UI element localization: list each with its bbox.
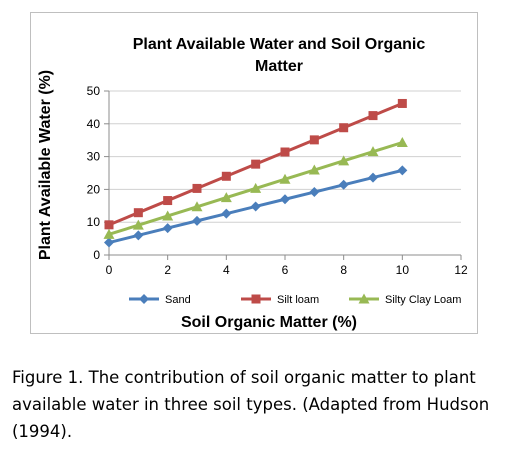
data-point-silty-clay-loam bbox=[396, 136, 408, 147]
data-point-silty-clay-loam bbox=[132, 219, 144, 230]
data-point-sand bbox=[397, 165, 408, 176]
data-point-silt-loam bbox=[280, 147, 290, 157]
x-axis-title: Soil Organic Matter (%) bbox=[181, 314, 357, 331]
data-point-silt-loam bbox=[133, 208, 143, 218]
data-point-sand bbox=[338, 179, 349, 190]
data-point-silt-loam bbox=[192, 183, 202, 193]
data-point-silt-loam bbox=[339, 123, 349, 133]
data-point-silty-clay-loam bbox=[279, 173, 291, 184]
x-tick-label: 2 bbox=[164, 263, 171, 277]
x-tick-label: 0 bbox=[106, 263, 113, 277]
legend-label-silty-clay-loam: Silty Clay Loam bbox=[385, 294, 461, 306]
legend-marker-silt-loam bbox=[251, 294, 261, 304]
data-point-sand bbox=[250, 201, 261, 212]
data-point-silty-clay-loam bbox=[220, 192, 232, 203]
y-tick-label: 10 bbox=[87, 215, 101, 229]
data-point-sand bbox=[309, 187, 320, 198]
data-point-sand bbox=[368, 172, 378, 183]
y-axis-title: Plant Available Water (%) bbox=[37, 70, 54, 260]
data-point-sand bbox=[162, 223, 173, 234]
x-tick-label: 12 bbox=[454, 263, 468, 277]
data-point-silt-loam bbox=[104, 220, 114, 230]
x-tick-label: 4 bbox=[223, 263, 230, 277]
y-tick-label: 40 bbox=[87, 117, 101, 131]
data-point-silt-loam bbox=[368, 111, 378, 121]
data-point-silty-clay-loam bbox=[308, 164, 320, 175]
data-point-silty-clay-loam bbox=[103, 228, 115, 239]
chart-title-line: Plant Available Water and Soil Organic bbox=[133, 36, 426, 53]
y-tick-label: 20 bbox=[87, 182, 101, 196]
x-tick-label: 8 bbox=[340, 263, 347, 277]
figure-caption: Figure 1. The contribution of soil organ… bbox=[12, 368, 490, 441]
chart-svg: Plant Available Water and Soil Organic Ma… bbox=[37, 36, 468, 331]
chart-title-line: Matter bbox=[255, 58, 303, 75]
y-tick-label: 0 bbox=[93, 248, 100, 262]
data-point-silt-loam bbox=[309, 135, 319, 145]
data-point-silty-clay-loam bbox=[250, 182, 262, 193]
data-point-silt-loam bbox=[163, 196, 173, 206]
data-point-silty-clay-loam bbox=[338, 155, 350, 166]
data-point-silty-clay-loam bbox=[162, 210, 174, 221]
legend-label-silt-loam: Silt loam bbox=[277, 294, 319, 306]
data-point-sand bbox=[104, 237, 114, 248]
legend-marker-sand bbox=[139, 294, 149, 304]
data-point-sand bbox=[133, 230, 144, 241]
x-tick-label: 6 bbox=[282, 263, 289, 277]
data-point-silty-clay-loam bbox=[191, 201, 203, 212]
x-tick-label: 10 bbox=[396, 263, 410, 277]
legend-label-sand: Sand bbox=[165, 294, 191, 306]
data-point-silt-loam bbox=[397, 98, 407, 108]
data-point-sand bbox=[221, 208, 232, 219]
data-point-sand bbox=[192, 215, 202, 226]
chart-frame: Plant Available Water and Soil Organic Ma… bbox=[30, 12, 478, 334]
data-point-sand bbox=[280, 194, 290, 205]
data-point-silt-loam bbox=[251, 159, 261, 169]
legend-marker-silty-clay-loam bbox=[358, 293, 370, 304]
y-tick-label: 50 bbox=[87, 84, 101, 98]
y-tick-label: 30 bbox=[87, 150, 101, 164]
data-point-silt-loam bbox=[221, 171, 231, 181]
data-point-silty-clay-loam bbox=[367, 146, 379, 157]
